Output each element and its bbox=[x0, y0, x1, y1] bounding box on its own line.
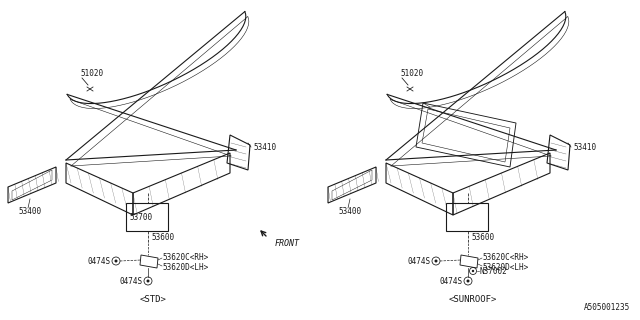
Text: 53700: 53700 bbox=[129, 212, 152, 221]
Circle shape bbox=[472, 270, 474, 272]
Text: FRONT: FRONT bbox=[275, 238, 300, 247]
Text: 51020: 51020 bbox=[400, 68, 423, 77]
Text: 53600: 53600 bbox=[151, 233, 174, 242]
Text: 0474S: 0474S bbox=[88, 257, 111, 266]
Text: 53620D<LH>: 53620D<LH> bbox=[162, 262, 208, 271]
Text: 53600: 53600 bbox=[471, 233, 494, 242]
Text: 53410: 53410 bbox=[573, 142, 596, 151]
Text: 0474S: 0474S bbox=[408, 257, 431, 266]
Circle shape bbox=[147, 279, 150, 283]
Text: 53400: 53400 bbox=[18, 207, 41, 217]
Text: 53620D<LH>: 53620D<LH> bbox=[482, 262, 528, 271]
Text: A505001235: A505001235 bbox=[584, 303, 630, 313]
Text: 0474S: 0474S bbox=[440, 276, 463, 285]
Circle shape bbox=[435, 260, 438, 262]
Text: 51020: 51020 bbox=[80, 68, 103, 77]
Circle shape bbox=[115, 260, 118, 262]
Circle shape bbox=[467, 279, 470, 283]
Text: 53400: 53400 bbox=[338, 207, 361, 217]
Text: N37002: N37002 bbox=[479, 267, 507, 276]
Text: 53620C<RH>: 53620C<RH> bbox=[162, 253, 208, 262]
Text: 53620C<RH>: 53620C<RH> bbox=[482, 253, 528, 262]
Text: 53410: 53410 bbox=[253, 142, 276, 151]
Text: <SUNROOF>: <SUNROOF> bbox=[449, 295, 497, 305]
Text: 0474S: 0474S bbox=[120, 276, 143, 285]
Text: <STD>: <STD> bbox=[140, 295, 166, 305]
